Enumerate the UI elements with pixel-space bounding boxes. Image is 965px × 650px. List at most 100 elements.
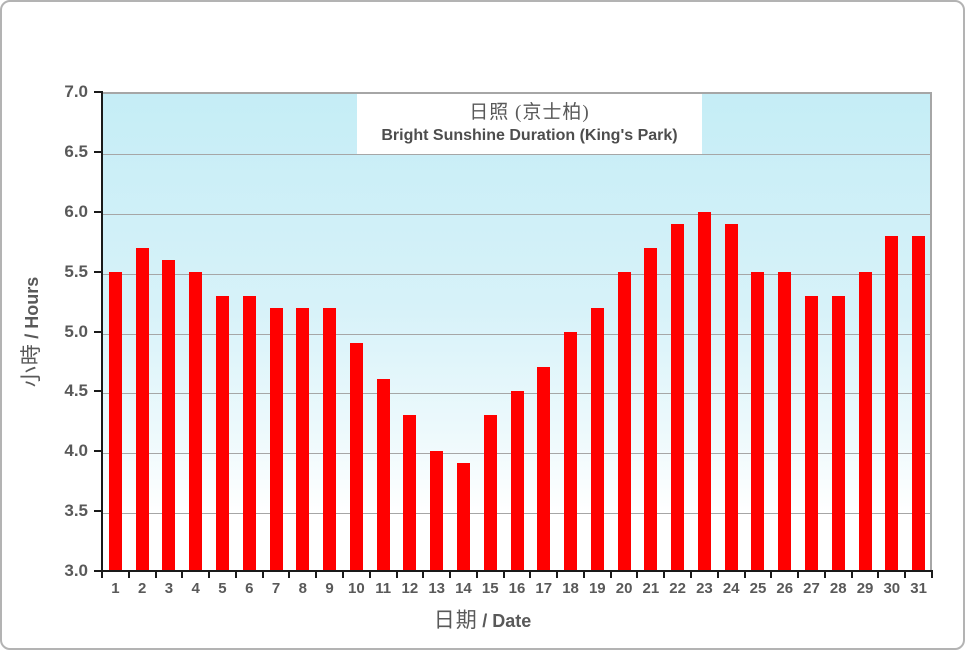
bar-day-8 xyxy=(296,307,310,571)
x-axis-title-english: / Date xyxy=(482,611,532,631)
gridline-6.0 xyxy=(102,213,930,215)
x-tick-0 xyxy=(101,570,103,578)
x-tick-label-21: 21 xyxy=(642,580,660,597)
x-tick-14 xyxy=(475,570,478,578)
x-tick-22 xyxy=(690,570,693,578)
bar-day-28 xyxy=(831,295,845,571)
y-tick-label-6.5: 6.5 xyxy=(64,141,88,161)
bar-day-11 xyxy=(376,379,390,571)
x-tick-label-10: 10 xyxy=(347,580,365,597)
x-tick-6 xyxy=(261,570,264,578)
x-tick-19 xyxy=(609,570,612,578)
y-tick-3.0 xyxy=(94,570,103,572)
gridline-6.5 xyxy=(102,153,930,155)
x-axis-title: 日期 / Date xyxy=(2,604,963,634)
x-tick-label-1: 1 xyxy=(111,580,120,597)
x-tick-5 xyxy=(234,570,237,578)
bar-day-31 xyxy=(912,235,926,571)
bar-day-9 xyxy=(323,307,337,571)
x-tick-label-12: 12 xyxy=(401,580,419,597)
y-tick-label-5.0: 5.0 xyxy=(64,321,88,341)
bar-day-30 xyxy=(885,235,899,571)
y-tick-label-7.0: 7.0 xyxy=(64,82,88,101)
x-tick-label-23: 23 xyxy=(696,580,713,597)
y-tick-4.5 xyxy=(94,390,103,393)
y-tick-label-3.5: 3.5 xyxy=(64,501,88,521)
chart-title-chinese: 日照 (京士柏) xyxy=(469,102,590,124)
x-tick-23 xyxy=(716,570,719,578)
bar-day-21 xyxy=(644,247,658,571)
x-tick-label-16: 16 xyxy=(508,580,526,597)
x-tick-label-8: 8 xyxy=(298,580,307,597)
x-tick-1 xyxy=(127,570,130,578)
y-tick-label-3.0: 3.0 xyxy=(64,561,88,580)
x-tick-label-2: 2 xyxy=(137,580,147,597)
x-tick-9 xyxy=(341,570,344,578)
y-tick-label-5.5: 5.5 xyxy=(64,261,88,281)
x-tick-27 xyxy=(823,570,826,578)
bar-day-5 xyxy=(215,295,229,571)
y-tick-label-4.0: 4.0 xyxy=(64,441,88,461)
x-tick-20 xyxy=(636,570,639,578)
bar-day-4 xyxy=(189,271,203,571)
x-tick-21 xyxy=(663,570,666,578)
x-tick-label-25: 25 xyxy=(749,580,767,597)
x-tick-24 xyxy=(743,570,746,578)
bar-day-25 xyxy=(751,271,765,571)
bar-day-29 xyxy=(858,271,872,571)
bar-day-24 xyxy=(724,223,738,571)
x-tick-label-22: 22 xyxy=(669,580,686,597)
x-tick-label-27: 27 xyxy=(803,580,820,597)
x-tick-10 xyxy=(368,570,371,578)
chart-title-english: Bright Sunshine Duration (King's Park) xyxy=(381,127,678,145)
x-tick-label-19: 19 xyxy=(588,580,606,597)
x-tick-3 xyxy=(181,570,184,578)
bar-day-3 xyxy=(162,259,176,571)
x-tick-17 xyxy=(556,570,559,578)
y-tick-label-4.5: 4.5 xyxy=(64,381,88,401)
x-tick-13 xyxy=(449,570,452,578)
y-axis-title-chinese: 小時 xyxy=(19,343,43,388)
x-tick-30 xyxy=(904,570,907,578)
bar-day-27 xyxy=(805,295,819,571)
x-tick-18 xyxy=(582,570,585,578)
x-tick-label-20: 20 xyxy=(615,580,633,597)
bar-day-18 xyxy=(564,331,578,571)
x-tick-label-28: 28 xyxy=(829,580,847,597)
x-tick-label-5: 5 xyxy=(218,580,227,597)
bar-day-1 xyxy=(108,271,122,571)
y-tick-6.0 xyxy=(94,210,103,213)
x-tick-label-17: 17 xyxy=(535,580,553,597)
bar-day-15 xyxy=(483,415,497,571)
x-tick-label-31: 31 xyxy=(910,580,927,597)
bar-day-12 xyxy=(403,415,417,571)
gridline-5.5 xyxy=(102,273,930,275)
y-tick-3.5 xyxy=(94,510,103,513)
x-tick-label-4: 4 xyxy=(191,580,200,597)
x-tick-label-14: 14 xyxy=(455,580,472,597)
y-axis-title-english: / Hours xyxy=(22,276,42,339)
x-tick-29 xyxy=(877,570,880,578)
y-axis-title: 小時 / Hours xyxy=(15,277,45,387)
bar-day-2 xyxy=(135,247,149,571)
plot-area: 日照 (京士柏) Bright Sunshine Duration (King'… xyxy=(102,92,932,571)
x-axis-title-chinese: 日期 xyxy=(433,608,478,632)
x-tick-28 xyxy=(850,570,853,578)
bar-day-19 xyxy=(590,307,604,571)
x-tick-25 xyxy=(770,570,773,578)
x-tick-8 xyxy=(315,570,318,578)
x-tick-label-3: 3 xyxy=(164,580,174,597)
bar-day-26 xyxy=(778,271,792,571)
chart-title-box: 日照 (京士柏) Bright Sunshine Duration (King'… xyxy=(357,94,702,154)
bar-day-13 xyxy=(430,451,444,571)
x-tick-11 xyxy=(395,570,398,578)
y-tick-6.5 xyxy=(94,150,103,153)
x-tick-2 xyxy=(154,570,157,578)
x-tick-15 xyxy=(502,570,505,578)
gridline-5.0 xyxy=(102,333,930,335)
bar-day-17 xyxy=(537,367,551,571)
y-tick-5.5 xyxy=(94,270,103,273)
x-tick-label-7: 7 xyxy=(271,580,281,597)
bar-day-23 xyxy=(697,211,711,571)
